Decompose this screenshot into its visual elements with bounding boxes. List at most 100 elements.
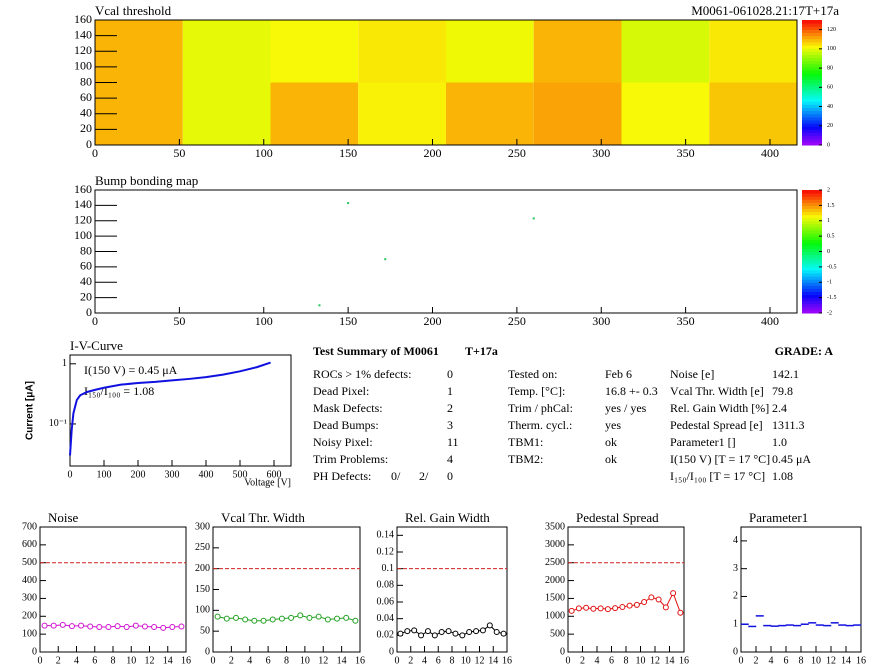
- data-point: [278, 615, 285, 622]
- data-point: [626, 602, 633, 609]
- y-tick-label: 3000: [545, 539, 565, 550]
- color-scale-step: [802, 233, 822, 237]
- color-scale-step: [802, 269, 822, 274]
- y-tick-label: 2000: [545, 575, 565, 586]
- y-tick-label: 160: [74, 182, 92, 196]
- chart-title: I-V-Curve: [70, 338, 123, 353]
- series-line: [571, 591, 681, 613]
- heatmap-cell: [270, 82, 359, 145]
- x-tick-label: 14: [841, 655, 851, 666]
- x-tick-label: 400: [199, 469, 214, 480]
- chart-title: Bump bonding map: [95, 173, 198, 188]
- heatmap-cell: [358, 20, 446, 83]
- color-scale-step: [802, 220, 822, 225]
- x-tick-label: 350: [677, 146, 695, 160]
- x-tick-label: 14: [665, 655, 675, 666]
- y-tick-label: 0.04: [377, 613, 395, 624]
- defect-value: 0: [447, 367, 453, 381]
- y-tick-label: 80: [80, 74, 92, 88]
- color-scale-step: [802, 32, 822, 37]
- data-point: [431, 632, 438, 639]
- x-tick-label: 150: [339, 146, 357, 160]
- data-point: [59, 621, 66, 628]
- y-tick-label: 40: [80, 274, 92, 288]
- color-scale-step: [802, 306, 822, 311]
- color-scale-step: [802, 76, 822, 80]
- data-point: [123, 624, 130, 630]
- color-scale-step: [802, 54, 822, 58]
- color-scale-step: [802, 193, 822, 197]
- color-scale-step: [802, 129, 822, 133]
- result-label: Vcal Thr. Width [e]: [670, 384, 764, 398]
- x-tick-label: 400: [761, 314, 779, 328]
- color-scale-step: [802, 23, 822, 27]
- x-tick-label: 0: [739, 655, 744, 666]
- y-tick-label: 1000: [545, 611, 565, 622]
- y-tick-label: 300: [195, 521, 210, 532]
- y-tick-label: 600: [22, 539, 37, 550]
- plot-frame: [39, 526, 187, 653]
- data-point: [132, 622, 139, 629]
- summary-title: Test Summary of M0061: [313, 344, 439, 358]
- heatmap-cell: [621, 20, 710, 83]
- color-scale-step: [802, 297, 822, 302]
- defect-label: Noisy Pixel:: [313, 435, 373, 449]
- defect-label: Mask Defects:: [313, 401, 383, 415]
- condition-value: yes / yes: [605, 401, 647, 415]
- color-scale-step: [802, 73, 822, 77]
- y-tick-label: 1500: [545, 593, 565, 604]
- color-scale-step: [802, 196, 822, 200]
- data-point: [334, 615, 341, 622]
- result-value: 2.4: [772, 401, 787, 415]
- series-line: [217, 614, 356, 622]
- x-tick-label: 250: [508, 314, 526, 328]
- color-scale-step: [802, 248, 822, 252]
- x-tick-label: 50: [173, 314, 185, 328]
- heatmap-cell: [446, 20, 534, 83]
- data-point: [670, 590, 677, 597]
- x-tick-label: 16: [355, 655, 365, 666]
- x-tick-label: 2: [56, 655, 61, 666]
- data-point: [114, 623, 121, 630]
- y-tick-label: 100: [74, 59, 92, 73]
- color-scale-step: [802, 95, 822, 99]
- color-scale-label: 80: [827, 65, 833, 71]
- y-tick-label: 2500: [545, 557, 565, 568]
- color-scale-step: [802, 214, 822, 219]
- color-scale-step: [802, 135, 822, 140]
- condition-value: yes: [605, 418, 621, 432]
- color-scale-step: [802, 226, 822, 231]
- color-scale-step: [802, 263, 822, 268]
- data-point: [404, 628, 411, 635]
- color-scale-step: [802, 66, 822, 71]
- y-tick-label: 100: [74, 228, 92, 242]
- color-scale-step: [802, 116, 822, 121]
- color-scale-step: [802, 285, 822, 289]
- data-point: [352, 617, 359, 624]
- y-tick-label: 4: [733, 535, 738, 546]
- y-tick-label: 2: [733, 591, 738, 602]
- color-scale-step: [802, 239, 822, 243]
- x-tick-label: 250: [508, 146, 526, 160]
- x-tick-label: 12: [318, 655, 328, 666]
- series-line: [69, 361, 271, 456]
- result-value: 0.45 μA: [772, 452, 811, 466]
- x-tick-label: 6: [92, 655, 97, 666]
- chart-subtitle: M0061-061028.21:17T+17a: [691, 3, 839, 18]
- y-tick-label: 250: [195, 542, 210, 553]
- x-tick-label: 14: [337, 655, 347, 666]
- data-point: [105, 624, 112, 630]
- heatmap-cell: [533, 20, 622, 83]
- data-point: [297, 612, 304, 619]
- defect-label: Dead Pixel:: [313, 384, 369, 398]
- x-tick-label: 0: [395, 655, 400, 666]
- chart-title: Parameter1: [749, 510, 808, 525]
- data-point: [324, 616, 331, 623]
- y-tick-label: 700: [22, 521, 37, 532]
- y-tick-label: 100: [22, 628, 37, 639]
- defect-value: 2: [447, 401, 453, 415]
- x-tick-label: 16: [679, 655, 689, 666]
- result-value: 79.8: [772, 384, 793, 398]
- x-tick-label: 0: [566, 655, 571, 666]
- x-tick-label: 8: [624, 655, 629, 666]
